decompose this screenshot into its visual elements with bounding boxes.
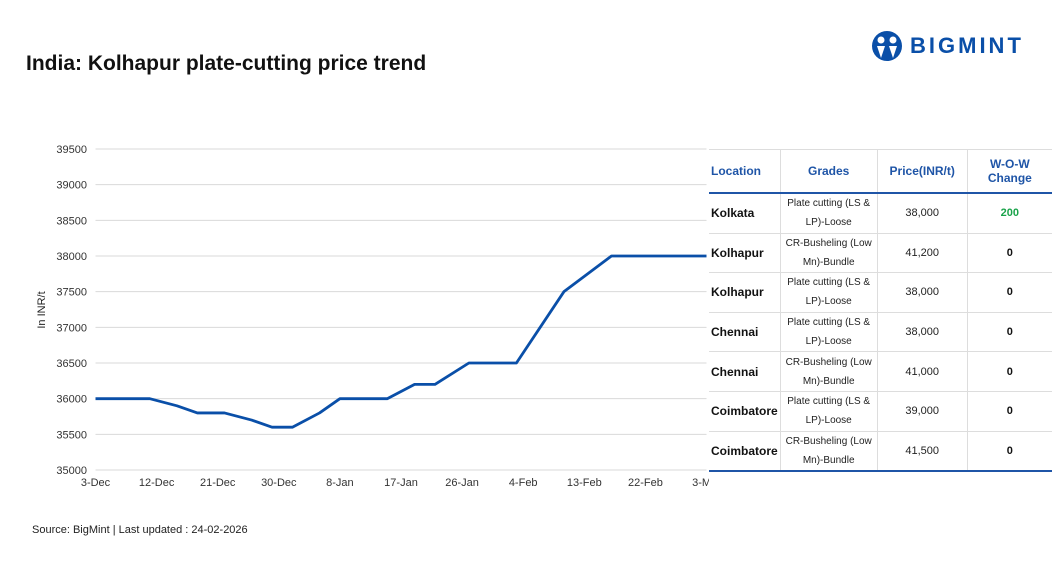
table-row: Chennai Plate cutting (LS & LP)-Loose 38,0… bbox=[709, 312, 1052, 353]
y-tick-label: 38000 bbox=[56, 251, 87, 263]
x-tick-label: 3-Dec bbox=[81, 477, 111, 489]
change-cell: 200 bbox=[967, 193, 1052, 234]
y-tick-label: 36000 bbox=[56, 394, 87, 406]
line-chart: 35000 35500 36000 36500 37000 37500 38000 38500… bbox=[36, 144, 709, 489]
page-title: India: Kolhapur plate-cutting price tren… bbox=[26, 52, 427, 75]
price-cell: 41,000 bbox=[877, 351, 968, 392]
price-cell: 41,500 bbox=[877, 431, 968, 473]
y-tick-label: 39500 bbox=[56, 144, 87, 156]
table-row: Chennai CR-Busheling (Low Mn)-Bundle 41,00… bbox=[709, 351, 1052, 392]
grade-cell: Plate cutting (LS & LP)-Loose bbox=[780, 193, 878, 234]
price-cell: 38,000 bbox=[877, 193, 968, 234]
price-cell: 38,000 bbox=[877, 272, 968, 313]
location-cell: Kolhapur bbox=[709, 272, 781, 313]
header-price: Price(INR/t) bbox=[877, 149, 968, 194]
y-tick-label: 38500 bbox=[56, 215, 87, 227]
table-row: Kolhapur Plate cutting (LS & LP)-Loose 38,… bbox=[709, 272, 1052, 313]
x-tick-label: 26-Jan bbox=[445, 477, 479, 489]
change-cell: 0 bbox=[967, 272, 1052, 313]
logo-text: BIGMINT bbox=[910, 33, 1024, 58]
change-cell: 0 bbox=[967, 431, 1052, 473]
y-tick-label: 35500 bbox=[56, 429, 87, 441]
location-cell: Kolhapur bbox=[709, 233, 781, 274]
table-row: Coimbatore Plate cutting (LS & LP)-Loose 3… bbox=[709, 391, 1052, 432]
x-tick-label: 12-Dec bbox=[139, 477, 175, 489]
bigmint-logo: BIGMINT bbox=[870, 30, 1024, 62]
price-table: Location Grades Price(INR/t) W-O-W Chang… bbox=[709, 149, 1052, 473]
location-cell: Kolkata bbox=[709, 193, 781, 234]
table-row: Coimbatore CR-Busheling (Low Mn)-Bundle 41… bbox=[709, 431, 1052, 473]
x-tick-label: 4-Feb bbox=[509, 477, 538, 489]
y-tick-label: 37500 bbox=[56, 287, 87, 299]
location-cell: Coimbatore bbox=[709, 391, 781, 432]
y-tick-label: 36500 bbox=[56, 358, 87, 370]
grade-cell: CR-Busheling (Low Mn)-Bundle bbox=[780, 233, 878, 274]
grade-cell: Plate cutting (LS & LP)-Loose bbox=[780, 391, 878, 432]
table-row: Kolkata Plate cutting (LS & LP)-Loose 38,0… bbox=[709, 193, 1052, 234]
grade-cell: Plate cutting (LS & LP)-Loose bbox=[780, 272, 878, 313]
x-tick-label: 30-Dec bbox=[261, 477, 297, 489]
y-tick-label: 39000 bbox=[56, 180, 87, 192]
price-cell: 38,000 bbox=[877, 312, 968, 353]
grade-cell: CR-Busheling (Low Mn)-Bundle bbox=[780, 431, 878, 473]
x-tick-label: 21-Dec bbox=[200, 477, 236, 489]
x-tick-label: 13-Feb bbox=[567, 477, 602, 489]
bigmint-logo-icon bbox=[872, 31, 902, 61]
location-cell: Coimbatore bbox=[709, 431, 781, 473]
location-cell: Chennai bbox=[709, 312, 781, 353]
x-tick-label: 22-Feb bbox=[628, 477, 663, 489]
y-tick-label: 35000 bbox=[56, 465, 87, 477]
header-wow-change: W-O-W Change bbox=[967, 149, 1052, 194]
change-cell: 0 bbox=[967, 351, 1052, 392]
header-location: Location bbox=[709, 149, 781, 194]
grade-cell: CR-Busheling (Low Mn)-Bundle bbox=[780, 351, 878, 392]
change-cell: 0 bbox=[967, 312, 1052, 353]
y-tick-label: 37000 bbox=[56, 322, 87, 334]
change-cell: 0 bbox=[967, 391, 1052, 432]
price-cell: 41,200 bbox=[877, 233, 968, 274]
change-cell: 0 bbox=[967, 233, 1052, 274]
x-tick-label: 8-Jan bbox=[326, 477, 354, 489]
grade-cell: Plate cutting (LS & LP)-Loose bbox=[780, 312, 878, 353]
x-tick-label: 3-Mar bbox=[692, 477, 709, 489]
y-axis-label: In INR/t bbox=[36, 291, 48, 328]
table-row: Kolhapur CR-Busheling (Low Mn)-Bundle 41,2… bbox=[709, 233, 1052, 274]
header-grades: Grades bbox=[780, 149, 878, 194]
price-line bbox=[95, 254, 707, 429]
source-footer: Source: BigMint | Last updated : 24-02-2… bbox=[32, 524, 248, 536]
table-header-row: Location Grades Price(INR/t) W-O-W Chang… bbox=[709, 149, 1052, 194]
x-tick-label: 17-Jan bbox=[384, 477, 418, 489]
location-cell: Chennai bbox=[709, 351, 781, 392]
price-cell: 39,000 bbox=[877, 391, 968, 432]
